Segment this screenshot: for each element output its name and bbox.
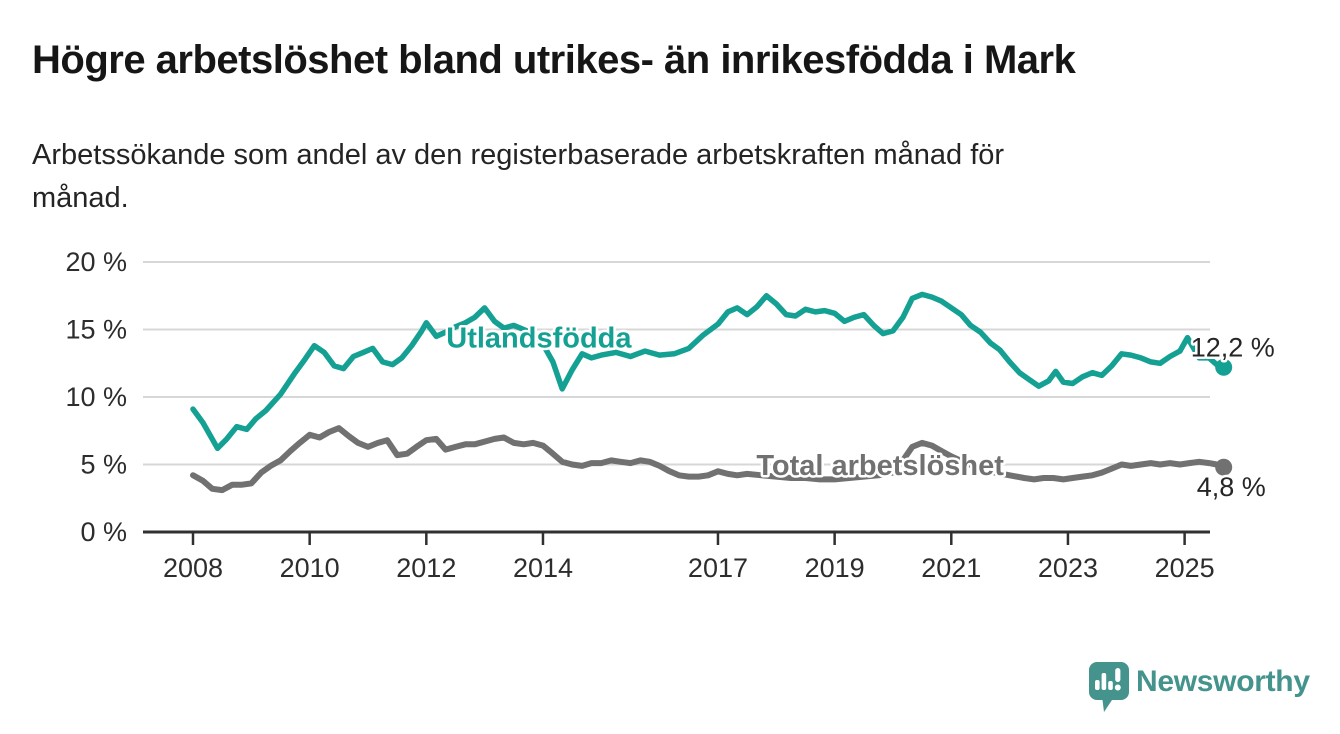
series-end-dot-total-arbetsloshet	[1215, 458, 1233, 476]
exclamation-bar	[1115, 668, 1121, 682]
x-axis-tick-label: 2010	[280, 553, 340, 583]
x-axis-tick-label: 2017	[688, 553, 748, 583]
y-axis-tick-label: 15 %	[65, 315, 127, 345]
y-axis-tick-label: 10 %	[65, 382, 127, 412]
x-axis-tick-label: 2025	[1155, 553, 1215, 583]
series-line-utlandsfodda	[190, 291, 1227, 452]
brand-footer: Newsworthy	[1088, 661, 1310, 715]
y-axis-tick-label: 20 %	[65, 247, 127, 277]
page-subtitle-line-2: månad.	[32, 182, 129, 214]
x-axis-tick-label: 2021	[921, 553, 981, 583]
series-end-value-total-arbetsloshet: 4,8 %	[1197, 472, 1266, 502]
x-axis-tick-label: 2023	[1038, 553, 1098, 583]
x-axis-tick-label: 2014	[513, 553, 573, 583]
bar-2	[1101, 673, 1107, 690]
y-axis-tick-label: 5 %	[80, 450, 127, 480]
series-label-total-arbetsloshet: Total arbetslöshet	[756, 450, 1004, 482]
series-end-value-utlandsfodda: 12,2 %	[1191, 332, 1275, 362]
newsworthy-logo-icon	[1089, 662, 1129, 712]
series-end-dot-utlandsfodda	[1215, 358, 1233, 376]
x-axis-tick-label: 2008	[163, 553, 223, 583]
bar-3	[1108, 681, 1113, 690]
bar-1	[1095, 680, 1100, 690]
x-axis-tick-label: 2012	[396, 553, 456, 583]
x-axis-tick-label: 2019	[805, 553, 865, 583]
series-label-utlandsfodda: Utlandsfödda	[446, 323, 632, 355]
y-axis-tick-label: 0 %	[80, 517, 127, 547]
page-subtitle-line-1: Arbetssökande som andel av den registerb…	[32, 139, 1005, 171]
series-line-total-arbetsloshet	[190, 425, 1227, 494]
newsworthy-wordmark: Newsworthy	[1136, 665, 1310, 698]
page-title: Högre arbetslöshet bland utrikes- än inr…	[32, 38, 1076, 82]
exclamation-dot	[1114, 684, 1121, 691]
